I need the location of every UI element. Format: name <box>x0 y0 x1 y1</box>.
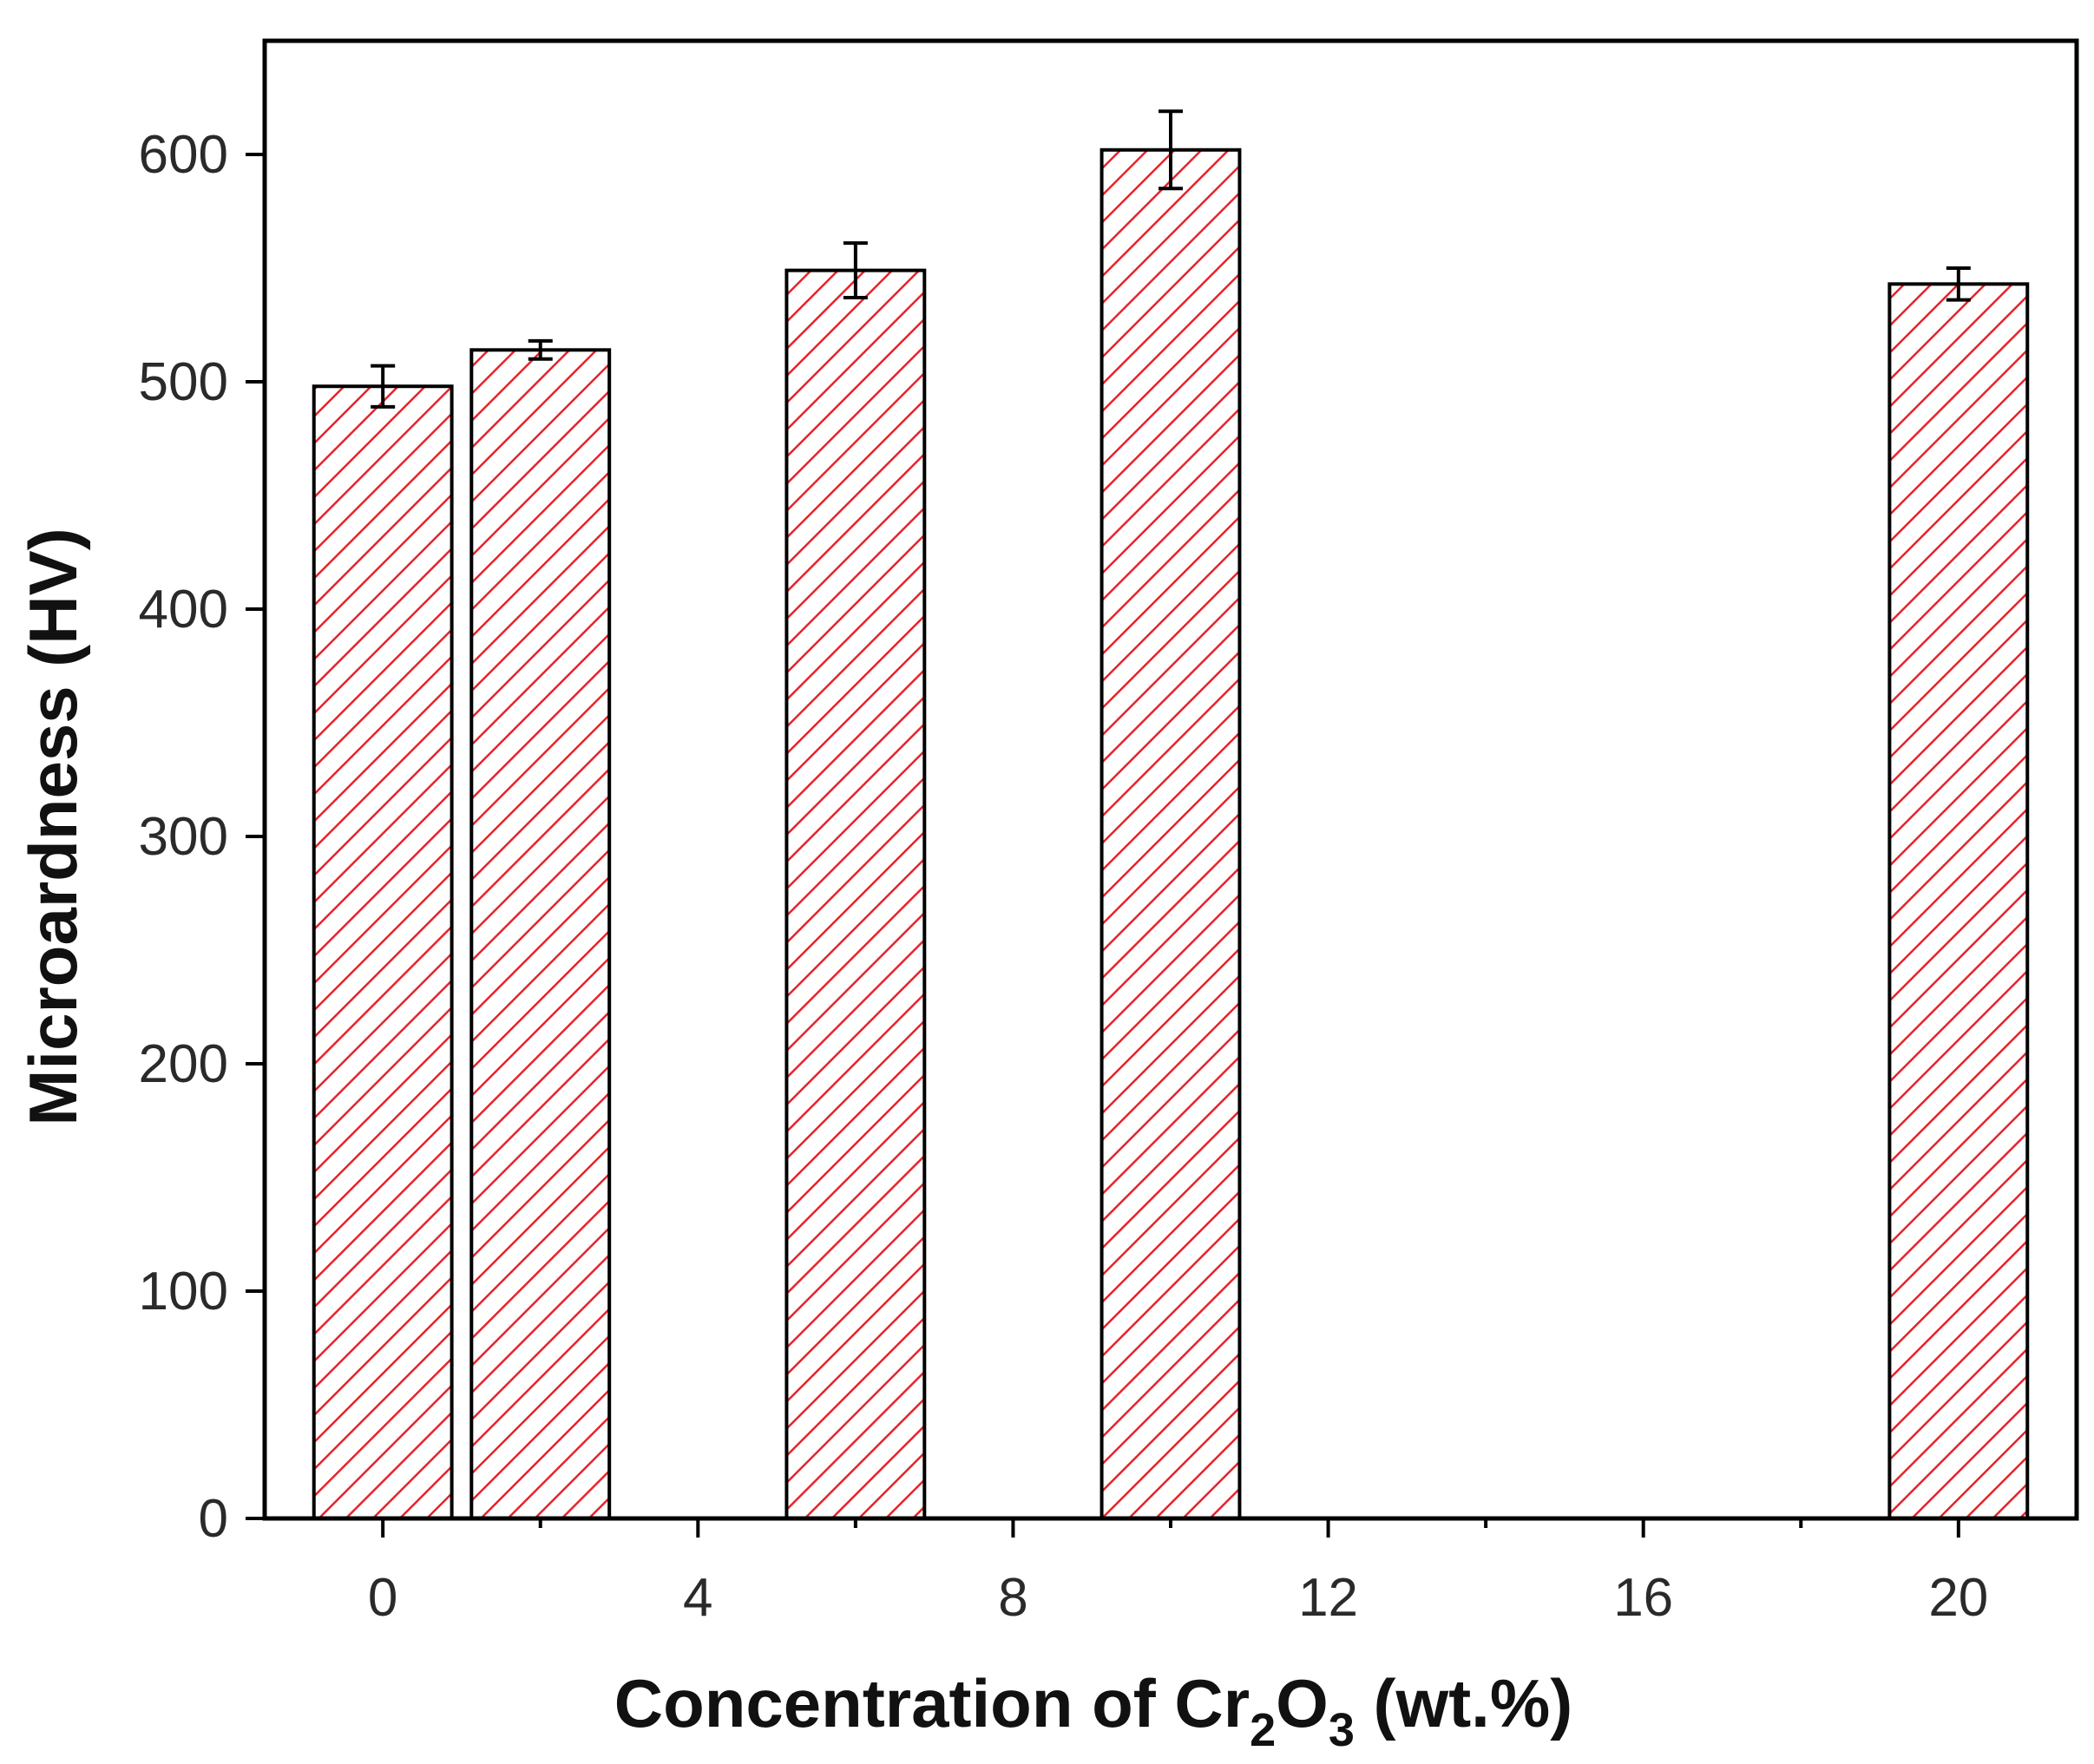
y-axis-title: Microardness (HV) <box>15 528 91 1125</box>
x-tick-label: 20 <box>1928 1568 1988 1628</box>
x-axis-title-sub1: 2 <box>1250 1704 1276 1756</box>
x-tick-label: 8 <box>998 1568 1027 1628</box>
x-axis-title: Concentration of Cr2O3 (wt.%) <box>614 1665 1572 1756</box>
x-tick-label: 0 <box>368 1568 397 1628</box>
bar <box>312 384 454 1520</box>
x-tick-label: 16 <box>1613 1568 1673 1628</box>
y-tick-label: 300 <box>139 807 228 867</box>
bar <box>784 268 927 1520</box>
bar <box>1100 148 1242 1520</box>
y-tick-label: 100 <box>139 1262 228 1321</box>
x-tick-label: 12 <box>1298 1568 1358 1628</box>
plot-area: 0 100 200 300 400 500 600 0 4 8 12 16 20 <box>139 38 2079 1628</box>
bar <box>469 348 612 1521</box>
x-axis-title-main: Concentration of Cr <box>614 1665 1250 1741</box>
y-tick-label: 200 <box>139 1034 228 1094</box>
y-tick-label: 500 <box>139 352 228 412</box>
x-axis-title-mid: O <box>1276 1665 1329 1741</box>
x-tick-label: 4 <box>683 1568 712 1628</box>
y-tick-label: 400 <box>139 580 228 639</box>
x-axis-title-sub2: 3 <box>1329 1704 1355 1756</box>
x-axis-title-end: (wt.%) <box>1355 1665 1572 1741</box>
y-tick-label: 600 <box>139 125 228 185</box>
bar <box>1887 282 2030 1521</box>
y-tick-label: 0 <box>199 1489 228 1549</box>
